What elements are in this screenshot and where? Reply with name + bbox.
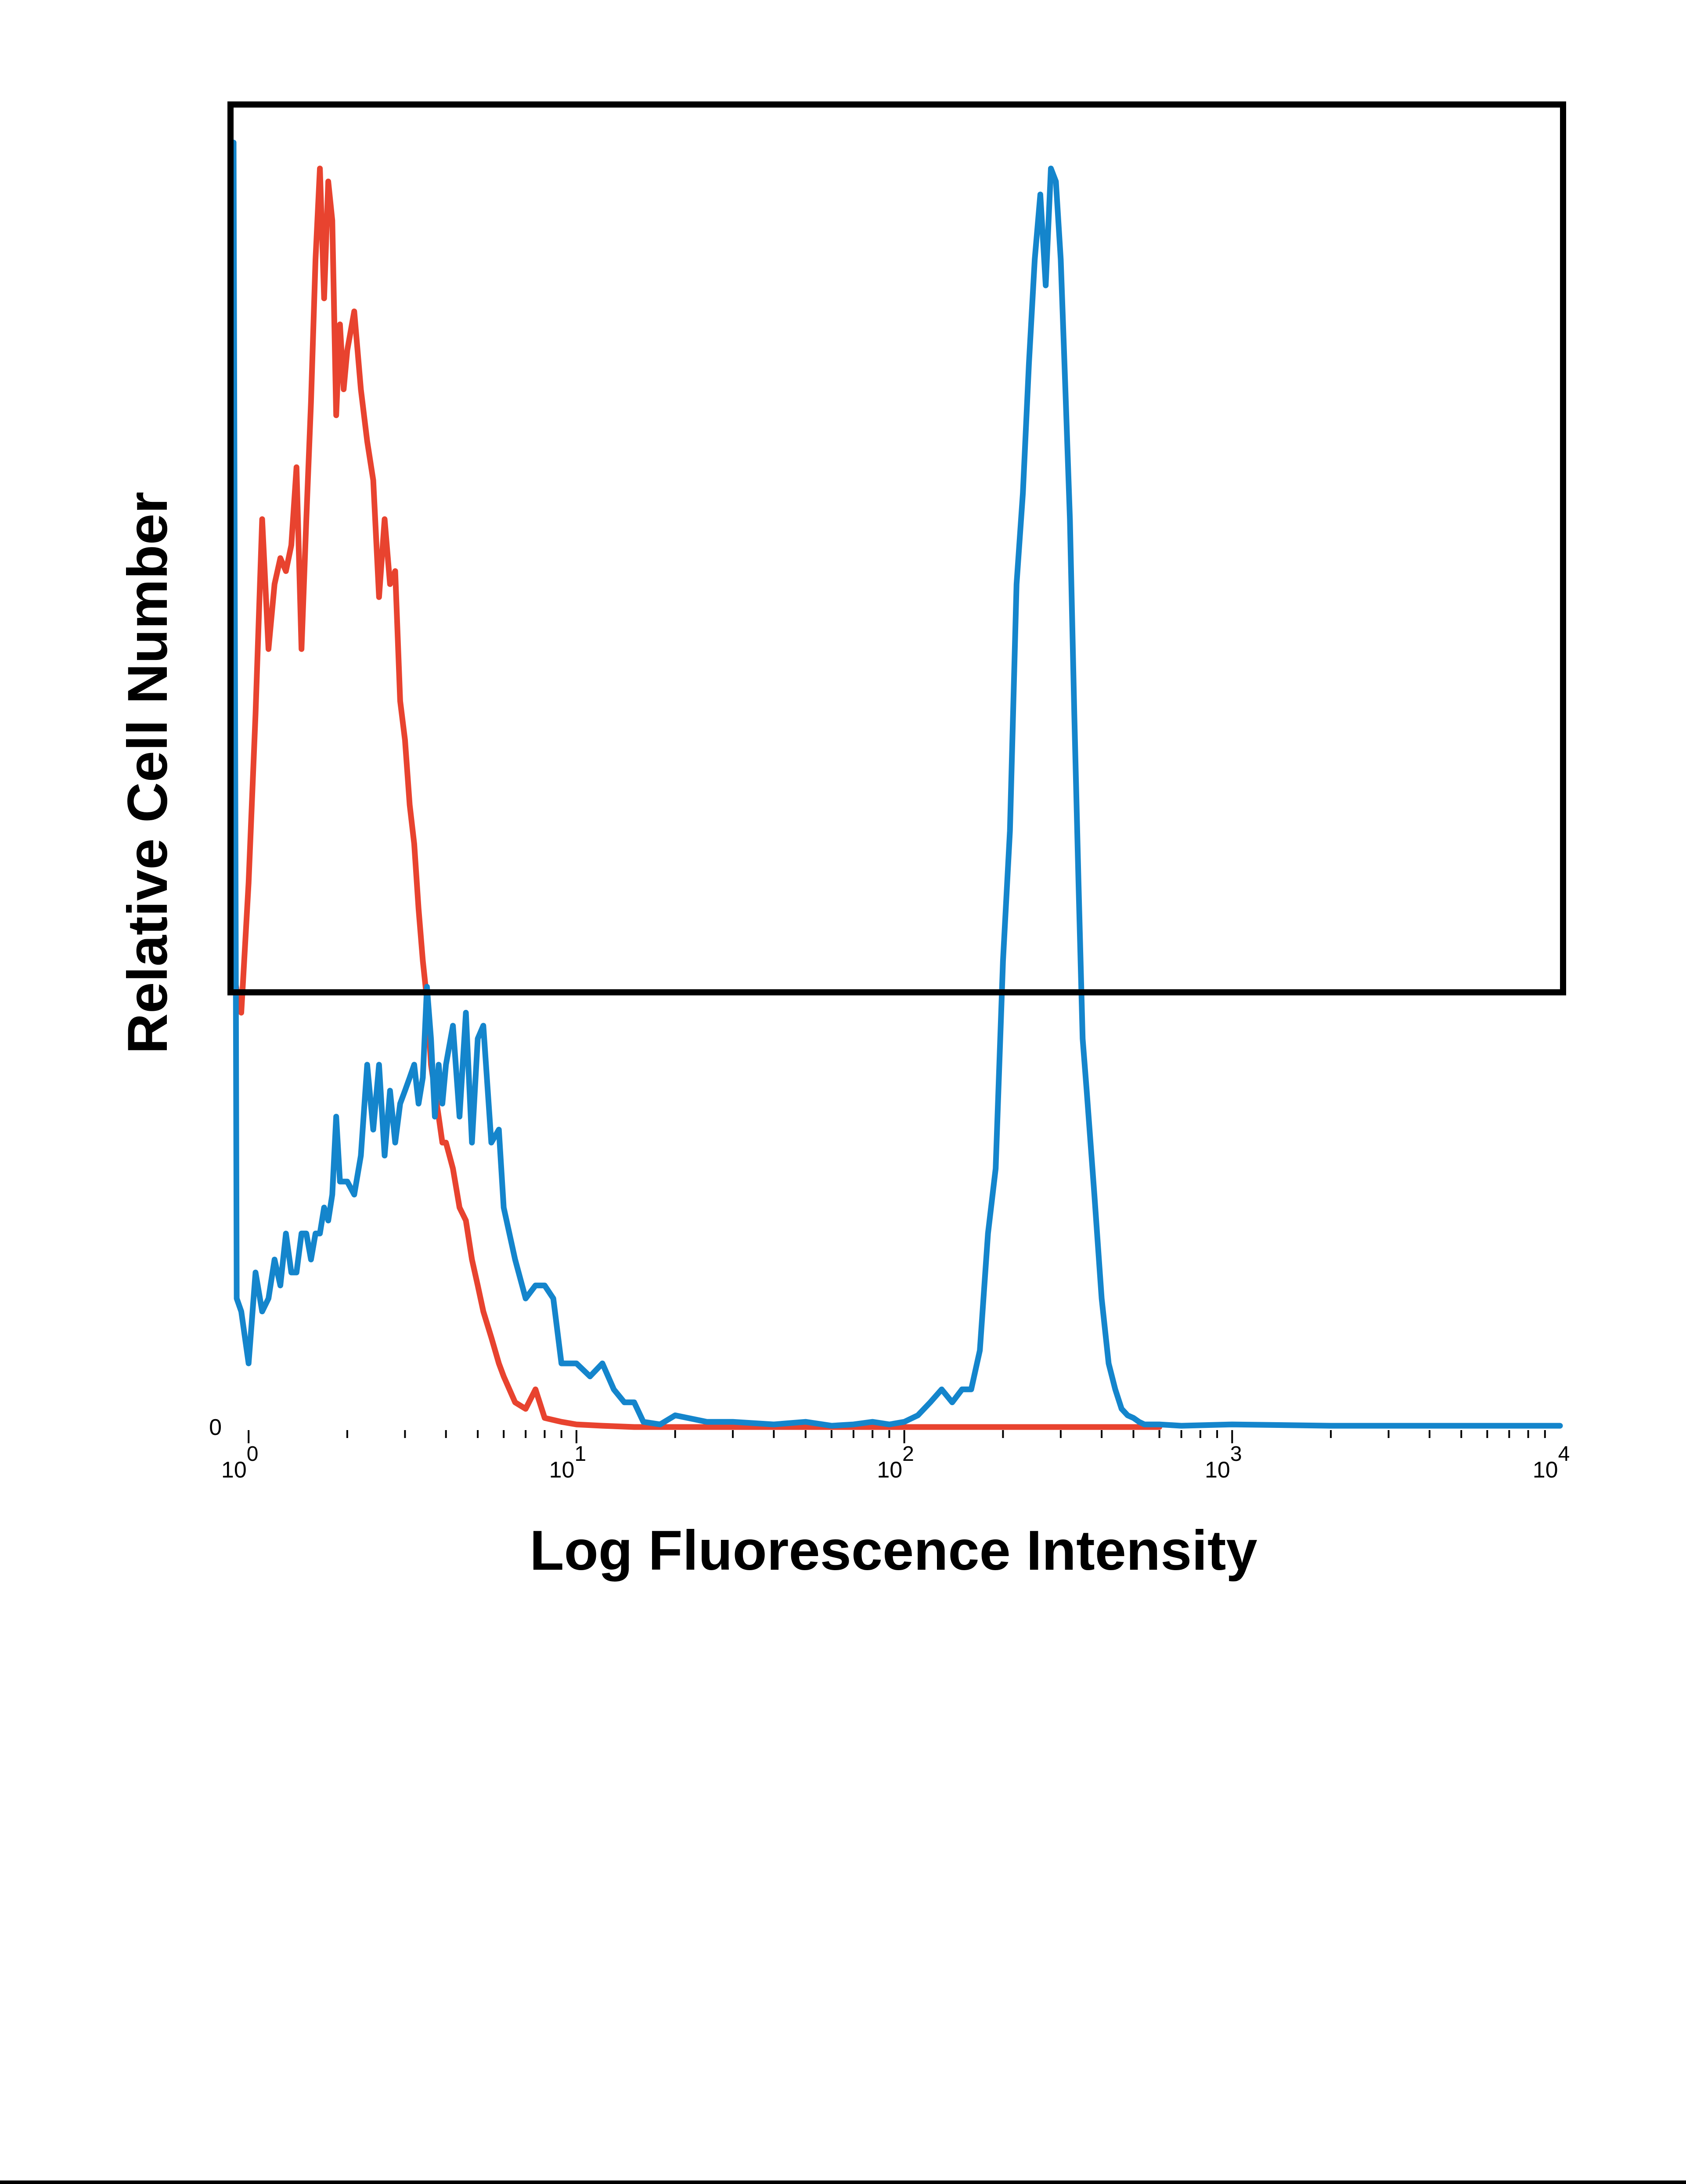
bottom-rule <box>0 2180 1686 2184</box>
y-zero-tick-label: 0 <box>209 1415 222 1440</box>
x-tick-label-base: 10 <box>1533 1457 1558 1483</box>
x-tick-label-exponent: 2 <box>902 1442 914 1466</box>
x-tick-label-base: 10 <box>221 1457 247 1483</box>
x-minor-ticks <box>248 1430 1546 1443</box>
x-tick-label-1: 101 <box>549 1442 587 1483</box>
x-tick-label-exponent: 4 <box>1558 1442 1570 1466</box>
x-tick-label-4: 104 <box>1533 1442 1570 1483</box>
x-tick-label-exponent: 0 <box>247 1442 259 1466</box>
x-tick-label-3: 103 <box>1205 1442 1242 1483</box>
y-axis-label: Relative Cell Number <box>116 492 179 1054</box>
x-axis-label: Log Fluorescence Intensity <box>530 1519 1257 1582</box>
x-tick-label-exponent: 1 <box>574 1442 586 1466</box>
plot-frame <box>227 101 1566 995</box>
x-tick-label-exponent: 3 <box>1230 1442 1242 1466</box>
series-line-1 <box>231 166 1163 1430</box>
x-tick-label-base: 10 <box>877 1457 902 1483</box>
series-line-2 <box>231 140 1563 1429</box>
x-tick-label-2: 102 <box>877 1442 914 1483</box>
x-tick-label-base: 10 <box>1205 1457 1230 1483</box>
plot-series-group <box>231 140 1563 1430</box>
x-tick-label-base: 10 <box>549 1457 575 1483</box>
x-tick-label-0: 100 <box>221 1442 259 1483</box>
